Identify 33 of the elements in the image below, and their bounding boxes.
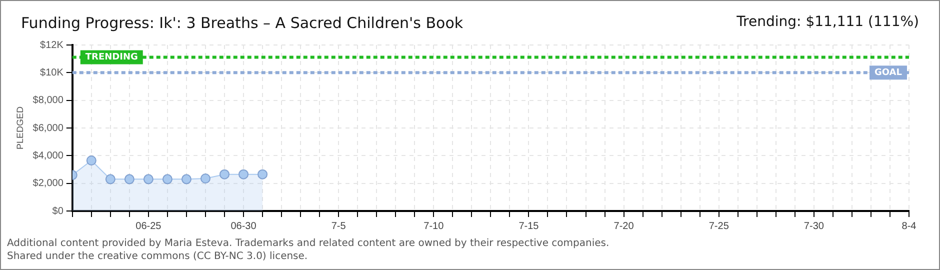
x-tick-label: 7-25 bbox=[708, 220, 730, 232]
y-tick-label: $4,000 bbox=[32, 150, 64, 162]
x-tick-label: 06-30 bbox=[230, 220, 257, 232]
chart-title: Funding Progress: Ik': 3 Breaths – A Sacred Children's Book bbox=[21, 14, 464, 32]
point bbox=[200, 173, 210, 184]
point bbox=[86, 156, 96, 166]
point bbox=[143, 174, 154, 184]
y-tick-label: $2,000 bbox=[32, 178, 64, 190]
x-tick-label: 7-10 bbox=[424, 220, 444, 232]
y-axis-title: PLEDGED bbox=[14, 106, 25, 150]
x-tick-label: 7-5 bbox=[331, 220, 346, 232]
x-tick-label: 7-20 bbox=[614, 220, 634, 232]
ref-line-label: TRENDING bbox=[85, 52, 138, 63]
chart-subtitle: Trending: $11,111 (111%) bbox=[736, 14, 919, 30]
point bbox=[105, 174, 116, 184]
y-tick-label: $12K bbox=[40, 40, 64, 51]
y-tick-label: $6,000 bbox=[32, 122, 64, 134]
point bbox=[258, 169, 268, 180]
x-tick-label: 7-15 bbox=[518, 220, 540, 232]
y-tick-label: $8,000 bbox=[32, 95, 64, 106]
x-tick-label: 8-4 bbox=[902, 220, 917, 232]
point bbox=[124, 174, 134, 184]
point bbox=[162, 174, 172, 184]
y-tick-label: $10K bbox=[40, 67, 64, 78]
ref-line-label: GOAL bbox=[874, 68, 902, 78]
point bbox=[238, 169, 249, 180]
text: Additional content provided by Maria Esteva. Trademarks and related content are owned by their respective companies. bbox=[7, 237, 610, 250]
point bbox=[181, 174, 192, 184]
x-tick-label: 06-25 bbox=[136, 220, 162, 232]
y-tick-label: $0 bbox=[52, 206, 64, 217]
text: Shared under the creative commons (CC BY-NC 3.0) license. bbox=[7, 250, 309, 263]
x-tick-label: 7-30 bbox=[804, 220, 824, 232]
point bbox=[220, 169, 230, 180]
